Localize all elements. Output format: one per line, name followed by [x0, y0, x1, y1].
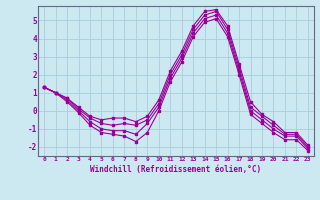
- X-axis label: Windchill (Refroidissement éolien,°C): Windchill (Refroidissement éolien,°C): [91, 165, 261, 174]
